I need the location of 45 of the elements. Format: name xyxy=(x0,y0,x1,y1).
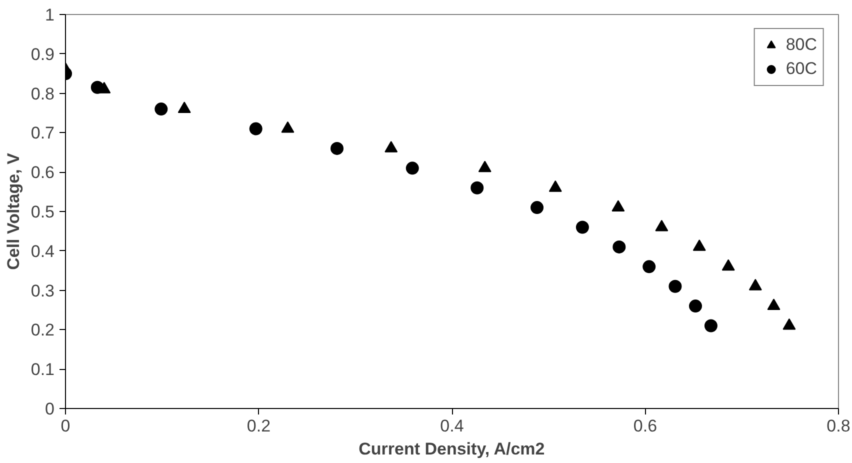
x-tick-label: 0.8 xyxy=(826,416,850,436)
point xyxy=(478,160,492,172)
legend-label: 80C xyxy=(786,35,817,55)
point xyxy=(767,298,780,310)
y-tick-label: 0.8 xyxy=(30,84,55,104)
y-tick-label: 0.5 xyxy=(30,202,55,222)
point xyxy=(406,162,419,175)
y-tick-label: 0.6 xyxy=(30,163,55,182)
x-tick-label: 0.2 xyxy=(246,416,271,436)
y-tick-label: 0.4 xyxy=(30,242,55,261)
point xyxy=(655,220,668,232)
y-tick-label: 0.3 xyxy=(30,281,55,300)
x-tick-label: 0.4 xyxy=(440,416,464,436)
y-tick-label: 0.1 xyxy=(30,360,55,380)
y-tick-label: 0.2 xyxy=(30,320,55,340)
legend-label: 60C xyxy=(786,59,817,79)
point xyxy=(722,259,735,271)
x-axis-title: Current Density, A/cm2 xyxy=(358,440,545,458)
point xyxy=(668,280,682,293)
point xyxy=(748,278,762,290)
point xyxy=(692,240,706,251)
x-tick-label: 0 xyxy=(60,416,70,436)
point xyxy=(530,201,544,214)
x-tick-label: 0.6 xyxy=(633,416,658,436)
point xyxy=(576,220,589,234)
point xyxy=(281,121,294,133)
y-tick-label: 0.7 xyxy=(30,124,55,143)
point xyxy=(704,319,718,332)
point xyxy=(782,318,796,330)
point xyxy=(470,181,484,194)
point xyxy=(98,82,111,94)
point xyxy=(612,240,626,254)
point xyxy=(178,102,191,114)
point xyxy=(154,102,168,116)
point xyxy=(249,122,262,136)
y-tick-label: 0.9 xyxy=(30,44,55,64)
point xyxy=(688,300,702,313)
y-tick-label: 1 xyxy=(45,6,55,24)
point xyxy=(384,141,398,152)
y-axis-title: Cell Voltage, V xyxy=(4,152,23,270)
point xyxy=(330,142,344,155)
point xyxy=(642,260,656,274)
point xyxy=(548,180,562,192)
y-tick-label: 0 xyxy=(45,400,55,418)
point xyxy=(612,200,625,212)
